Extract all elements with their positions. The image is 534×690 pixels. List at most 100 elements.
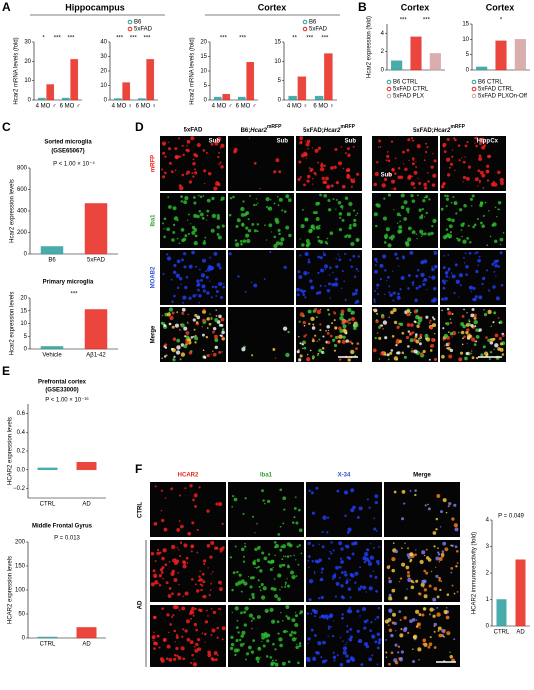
micrograph-signal	[373, 298, 376, 301]
micrograph-signal	[397, 645, 401, 648]
micrograph-signal	[261, 640, 263, 643]
micrograph-signal	[191, 250, 195, 255]
micrograph-signal	[211, 628, 216, 633]
micrograph-signal	[267, 207, 270, 210]
micrograph-signal	[349, 223, 352, 227]
micrograph-signal	[420, 582, 425, 587]
micrograph-signal	[243, 610, 247, 614]
micrograph-signal	[201, 284, 206, 289]
micrograph-signal	[196, 142, 201, 148]
micrograph-signal	[426, 146, 429, 149]
micrograph-signal	[449, 651, 451, 653]
micrograph-signal	[455, 212, 458, 215]
micrograph-signal	[394, 660, 399, 665]
micrograph-signal	[346, 625, 349, 628]
micrograph-signal	[211, 285, 215, 289]
micrograph-signal	[307, 147, 309, 150]
micrograph-signal	[333, 659, 336, 662]
micrograph-signal	[335, 208, 337, 210]
micrograph-signal	[203, 182, 206, 185]
micrograph-signal	[184, 487, 187, 490]
micrograph-signal	[349, 596, 352, 599]
micrograph-signal	[389, 293, 393, 297]
micrograph-signal	[433, 318, 436, 321]
micrograph-signal	[373, 517, 376, 520]
micrograph-signal	[189, 612, 192, 615]
micrograph-signal	[413, 186, 416, 189]
micrograph-signal	[433, 622, 438, 627]
micrograph-signal	[387, 358, 390, 361]
micrograph-signal	[393, 621, 397, 626]
micrograph-signal	[454, 545, 458, 549]
micrograph-signal	[414, 298, 418, 303]
micrograph-signal	[168, 161, 172, 165]
micrograph-signal	[427, 503, 429, 506]
micrograph-signal	[456, 237, 458, 240]
micrograph-signal	[237, 275, 240, 278]
micrograph-signal	[346, 630, 349, 634]
micrograph-signal	[310, 285, 315, 290]
micrograph-signal	[448, 224, 453, 229]
micrograph-signal	[265, 655, 269, 658]
micrograph-signal	[406, 588, 408, 590]
micrograph-signal	[385, 227, 390, 232]
micrograph-signal	[438, 633, 443, 638]
micrograph-signal	[347, 587, 352, 591]
micrograph-signal	[398, 229, 403, 234]
micrograph-signal	[403, 200, 408, 205]
micrograph-signal	[276, 620, 280, 624]
micrograph-signal	[257, 565, 260, 569]
micrograph-signal	[170, 278, 173, 281]
micrograph-signal	[242, 555, 245, 558]
micrograph-signal	[203, 169, 207, 173]
micrograph-signal	[412, 280, 415, 283]
micrograph-signal	[403, 355, 408, 359]
micrograph-signal	[250, 619, 253, 622]
micrograph-signal	[184, 591, 189, 596]
row-label: mRFP	[151, 155, 157, 172]
micrograph-signal	[480, 353, 484, 357]
micrograph-signal	[277, 204, 280, 206]
micrograph-signal	[353, 218, 357, 222]
micrograph-signal	[374, 575, 378, 578]
micrograph-signal	[443, 255, 446, 257]
micrograph-signal	[450, 544, 452, 547]
micrograph-signal	[498, 336, 502, 341]
micrograph-signal	[440, 207, 444, 211]
micrograph-signal	[448, 166, 451, 169]
micrograph-signal	[312, 656, 317, 661]
micrograph-signal	[432, 597, 437, 602]
micrograph-signal	[213, 251, 218, 256]
micrograph-signal	[326, 237, 329, 240]
micrograph-signal	[202, 289, 206, 293]
micrograph-signal	[215, 546, 219, 550]
micrograph-signal	[387, 624, 390, 627]
micrograph-signal	[341, 184, 346, 189]
micrograph-signal	[216, 216, 221, 220]
micrograph-signal	[362, 585, 367, 590]
micrograph-signal	[407, 555, 411, 559]
micrograph-signal	[241, 223, 245, 227]
micrograph-signal	[332, 271, 334, 274]
micrograph-signal	[184, 196, 189, 201]
micrograph-signal	[171, 569, 175, 573]
micrograph-signal	[431, 316, 435, 319]
micrograph-signal	[285, 615, 288, 618]
micrograph-signal	[445, 615, 450, 620]
micrograph-signal	[196, 589, 200, 593]
micrograph-signal	[414, 493, 417, 497]
micrograph	[160, 193, 226, 248]
micrograph-signal	[183, 326, 188, 331]
micrograph-signal	[260, 595, 266, 600]
micrograph-signal	[461, 235, 463, 238]
micrograph-signal	[319, 256, 323, 260]
micrograph-signal	[422, 642, 426, 646]
micrograph-signal	[346, 659, 350, 664]
micrograph-signal	[274, 357, 277, 359]
micrograph-signal	[241, 547, 245, 552]
micrograph-signal	[451, 336, 453, 338]
micrograph-signal	[317, 271, 320, 274]
micrograph-signal	[481, 173, 486, 178]
micrograph-signal	[396, 295, 401, 300]
micrograph-signal	[411, 162, 415, 166]
